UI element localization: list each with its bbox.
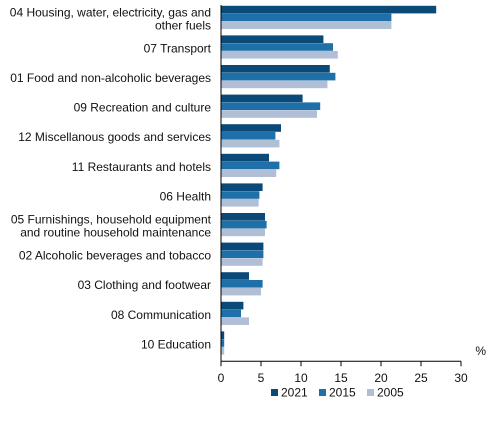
legend-label-2005: 2005	[377, 386, 404, 400]
x-tick-label-25: 25	[414, 371, 428, 385]
bar-2005-8	[221, 228, 265, 237]
bar-2015-2	[221, 43, 333, 51]
legend-swatch-2015	[319, 389, 326, 396]
bar-2021-11	[221, 301, 244, 310]
category-label-2: 07 Transport	[144, 41, 212, 55]
bar-2021-2	[221, 35, 324, 43]
bar-2005-12	[221, 347, 225, 355]
bar-2015-11	[221, 309, 241, 318]
category-label-5: 12 Miscellanous goods and services	[18, 130, 211, 144]
bar-2015-9	[221, 250, 264, 258]
x-tick-label-5: 5	[258, 371, 265, 385]
bar-2021-1	[221, 5, 437, 14]
category-label-11: 08 Communication	[111, 308, 211, 322]
bar-2015-4	[221, 102, 321, 110]
bar-2015-7	[221, 191, 260, 199]
bar-2021-12	[221, 331, 225, 339]
legend-label-2021: 2021	[281, 386, 308, 400]
bar-2005-6	[221, 169, 277, 177]
bar-2005-7	[221, 199, 259, 207]
bar-2005-9	[221, 258, 263, 266]
bar-2021-5	[221, 124, 281, 132]
x-tick-label-20: 20	[374, 371, 388, 385]
bar-2021-8	[221, 213, 265, 221]
bar-2015-1	[221, 13, 392, 22]
x-unit-label: %	[475, 344, 486, 358]
legend-label-2015: 2015	[329, 386, 356, 400]
bar-2005-4	[221, 110, 317, 118]
bar-2015-3	[221, 72, 336, 81]
bar-2005-2	[221, 51, 338, 59]
category-label-8-line-1: 05 Furnishings, household equipment	[11, 213, 212, 227]
bar-2021-9	[221, 242, 264, 251]
bar-2015-12	[221, 339, 225, 347]
bar-2021-6	[221, 153, 269, 162]
bar-2005-10	[221, 287, 261, 296]
x-tick-label-30: 30	[454, 371, 468, 385]
legend-swatch-2021	[271, 389, 278, 396]
bar-2005-1	[221, 21, 392, 29]
legend-swatch-2005	[367, 389, 374, 396]
bar-2005-5	[221, 139, 280, 148]
bar-2015-10	[221, 280, 263, 288]
category-label-9: 02 Alcoholic beverages and tobacco	[19, 249, 211, 263]
category-label-1-line-1: 04 Housing, water, electricity, gas and	[10, 5, 211, 19]
bar-2021-7	[221, 183, 263, 191]
category-label-8-line-2: and routine household maintenance	[20, 226, 211, 240]
bar-2015-5	[221, 132, 276, 140]
x-tick-label-10: 10	[294, 371, 308, 385]
x-tick-label-0: 0	[218, 371, 225, 385]
category-label-1-line-2: other fuels	[155, 18, 211, 32]
category-label-10: 03 Clothing and footwear	[78, 278, 211, 292]
category-label-4: 09 Recreation and culture	[74, 101, 212, 115]
category-label-6: 11 Restaurants and hotels	[72, 160, 211, 174]
bar-2015-8	[221, 220, 267, 229]
category-label-7: 06 Health	[160, 189, 211, 203]
category-label-12: 10 Education	[141, 337, 211, 351]
x-tick-label-15: 15	[334, 371, 348, 385]
category-label-3: 01 Food and non-alcoholic beverages	[10, 71, 211, 85]
bar-2005-3	[221, 80, 328, 89]
bar-2015-6	[221, 161, 280, 170]
bar-2021-3	[221, 65, 330, 73]
bar-2021-10	[221, 272, 249, 280]
bar-2005-11	[221, 317, 249, 325]
bar-2021-4	[221, 94, 303, 103]
